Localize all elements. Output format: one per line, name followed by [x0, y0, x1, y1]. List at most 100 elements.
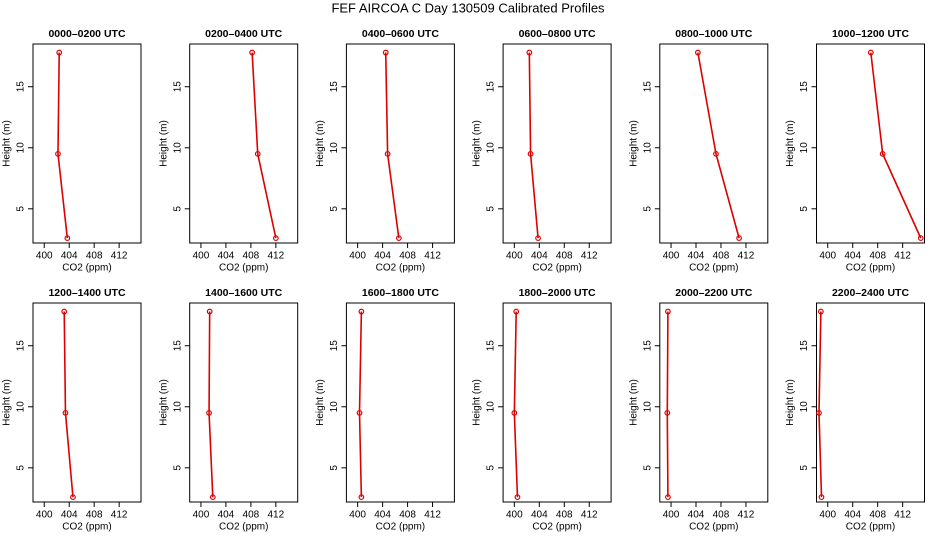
x-tick-label: 400 — [349, 510, 366, 521]
profile-point — [665, 494, 671, 501]
x-tick-label: 408 — [243, 251, 260, 262]
y-axis-label: Height (m) — [628, 120, 639, 167]
y-tick-label: 10 — [329, 142, 340, 154]
x-tick-label: 408 — [399, 510, 416, 521]
x-tick-label: 408 — [399, 251, 416, 262]
plot-frame — [659, 43, 769, 244]
plot-frame — [816, 302, 925, 503]
x-tick-label: 404 — [844, 510, 861, 521]
panel-title: 1200–1400 UTC — [48, 287, 125, 299]
y-tick-label: 10 — [642, 142, 653, 154]
x-tick-label: 412 — [581, 251, 598, 262]
profile-point — [382, 49, 389, 56]
y-tick-label: 10 — [16, 401, 27, 413]
x-tick-label: 404 — [61, 251, 78, 262]
profile-point — [917, 235, 924, 242]
x-tick-label: 400 — [193, 510, 210, 521]
y-tick-label: 15 — [642, 340, 653, 352]
x-tick-label: 412 — [268, 251, 285, 262]
profile-point — [209, 494, 216, 501]
x-tick-label: 404 — [218, 510, 235, 521]
plot-frame — [345, 302, 455, 503]
profile-point — [535, 235, 541, 242]
y-tick-label: 10 — [172, 401, 183, 413]
y-tick-label: 5 — [799, 465, 810, 471]
plot-frame — [816, 43, 925, 244]
profile-point — [513, 308, 520, 315]
x-tick-label: 408 — [869, 510, 886, 521]
x-tick-label: 400 — [819, 251, 836, 262]
y-axis-label: Height (m) — [785, 379, 796, 426]
x-tick-label: 412 — [111, 510, 128, 521]
x-axis-label: CO2 (ppm) — [689, 522, 738, 533]
y-axis-label: Height (m) — [2, 379, 13, 426]
y-tick-label: 5 — [642, 206, 653, 212]
x-tick-label: 408 — [556, 510, 573, 521]
x-tick-label: 400 — [663, 251, 680, 262]
profile-point — [358, 308, 365, 315]
x-tick-label: 412 — [424, 251, 441, 262]
plot-frame — [32, 302, 142, 503]
profile-point — [395, 235, 402, 242]
panel-title: 0200–0400 UTC — [205, 28, 282, 40]
x-tick-label: 408 — [243, 510, 260, 521]
x-tick-label: 400 — [193, 251, 210, 262]
x-axis-label: CO2 (ppm) — [62, 522, 111, 533]
x-tick-label: 408 — [713, 510, 730, 521]
profile-point — [511, 409, 518, 416]
x-tick-label: 400 — [506, 251, 523, 262]
x-axis-label: CO2 (ppm) — [689, 263, 738, 274]
x-tick-label: 412 — [894, 510, 911, 521]
profile-point — [272, 235, 279, 242]
x-tick-label: 412 — [581, 510, 598, 521]
y-tick-label: 10 — [799, 401, 810, 413]
profile-line — [63, 311, 74, 498]
figure-title: FEF AIRCOA C Day 130509 Calibrated Profi… — [331, 0, 605, 15]
y-tick-label: 15 — [329, 340, 340, 352]
x-tick-label: 400 — [819, 510, 836, 521]
profile-point — [384, 150, 391, 157]
profile-point — [514, 494, 521, 501]
profile-line — [384, 52, 400, 239]
x-tick-label: 408 — [869, 251, 886, 262]
x-tick-label: 404 — [218, 251, 235, 262]
profile-point — [816, 409, 822, 416]
y-tick-label: 15 — [16, 340, 27, 352]
panel-title: 0600–0800 UTC — [519, 28, 596, 40]
y-tick-label: 5 — [486, 206, 497, 212]
profile-line — [870, 52, 922, 239]
y-axis-label: Height (m) — [315, 120, 326, 167]
x-tick-label: 404 — [531, 251, 548, 262]
profile-line — [208, 311, 214, 498]
x-tick-label: 404 — [531, 510, 548, 521]
y-tick-label: 10 — [172, 142, 183, 154]
profile-point — [694, 49, 701, 56]
profile-point — [254, 150, 261, 157]
profile-point — [70, 494, 76, 501]
profile-point — [879, 150, 886, 157]
y-axis-label: Height (m) — [2, 120, 13, 167]
plot-frame — [502, 43, 612, 244]
x-tick-label: 412 — [738, 251, 755, 262]
y-tick-label: 10 — [16, 142, 27, 154]
profile-point — [206, 409, 212, 416]
panel-title: 1600–1800 UTC — [362, 287, 439, 299]
x-tick-label: 408 — [86, 510, 103, 521]
x-axis-label: CO2 (ppm) — [62, 263, 111, 274]
y-tick-label: 15 — [172, 81, 183, 93]
y-tick-label: 15 — [16, 81, 27, 93]
x-axis-label: CO2 (ppm) — [532, 522, 581, 533]
y-axis-label: Height (m) — [472, 120, 483, 167]
profile-line — [251, 52, 277, 239]
y-axis-label: Height (m) — [158, 379, 169, 426]
x-tick-label: 408 — [556, 251, 573, 262]
x-tick-label: 412 — [424, 510, 441, 521]
profile-point — [249, 49, 256, 56]
y-tick-label: 5 — [486, 465, 497, 471]
profile-point — [713, 150, 719, 157]
plot-frame — [659, 302, 769, 503]
profile-point — [526, 49, 533, 56]
x-tick-label: 404 — [688, 251, 705, 262]
panel-title: 0000–0200 UTC — [48, 28, 125, 40]
